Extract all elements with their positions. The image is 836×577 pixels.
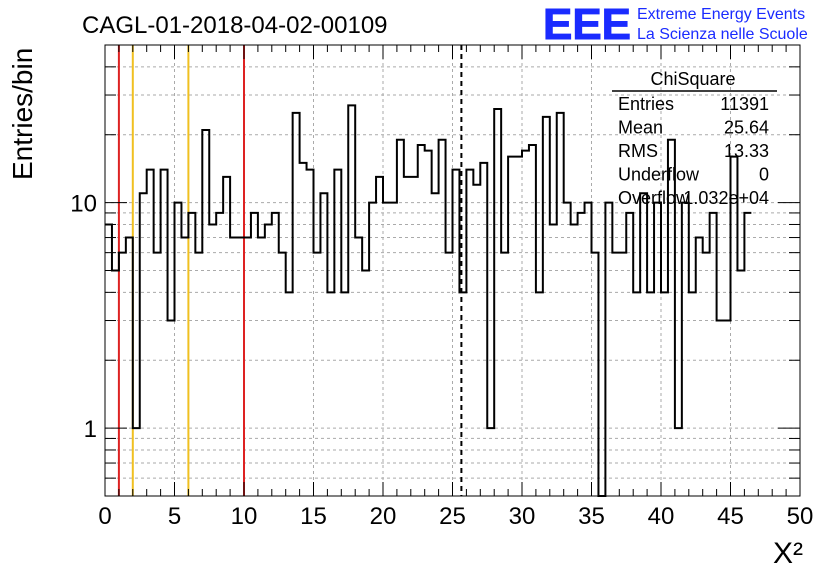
x-tick-label: 0 <box>98 503 111 530</box>
y-axis-label: Entries/bin <box>7 48 38 180</box>
x-tick-label: 5 <box>168 503 181 530</box>
y-tick-label: 1 <box>84 416 97 443</box>
logo-line-1: Extreme Energy Events <box>637 6 805 23</box>
stats-label: Mean <box>618 118 663 138</box>
x-tick-label: 45 <box>717 503 744 530</box>
histogram-line <box>105 104 752 497</box>
stats-title: ChiSquare <box>650 69 735 89</box>
x-tick-label: 40 <box>648 503 675 530</box>
x-tick-label: 20 <box>370 503 397 530</box>
x-tick-label: 15 <box>300 503 327 530</box>
logo-line-2: La Scienza nelle Scuole <box>637 26 808 43</box>
histogram <box>105 104 752 497</box>
x-tick-label: 30 <box>509 503 536 530</box>
x-tick-label: 35 <box>578 503 605 530</box>
stats-value: 11391 <box>720 94 769 114</box>
stats-label: Underflow <box>618 165 700 185</box>
stats-label: Overflow <box>618 188 690 208</box>
stats-value: 1.032e+04 <box>683 188 769 208</box>
y-tick-label: 10 <box>70 191 97 218</box>
x-tick-label: 25 <box>439 503 466 530</box>
stats-box: ChiSquare Entries 11391 Mean 25.64 RMS 13.33 Un… <box>612 69 777 208</box>
plot-title: CAGL-01-2018-04-02-00109 <box>82 12 388 39</box>
stats-value: 13.33 <box>724 141 769 161</box>
stats-value: 25.64 <box>724 118 769 138</box>
x-tick-label: 10 <box>231 503 258 530</box>
vertical-markers <box>117 45 463 496</box>
stats-label: Entries <box>618 94 674 114</box>
axes: 0 5 10 15 20 25 30 35 40 45 50 1 10 <box>70 44 814 530</box>
stats-label: RMS <box>618 141 658 161</box>
x-tick-label: 50 <box>787 503 814 530</box>
x-axis-label: X² <box>773 537 803 570</box>
eee-logo: EEE <box>543 0 631 49</box>
stats-value: 0 <box>759 165 769 185</box>
